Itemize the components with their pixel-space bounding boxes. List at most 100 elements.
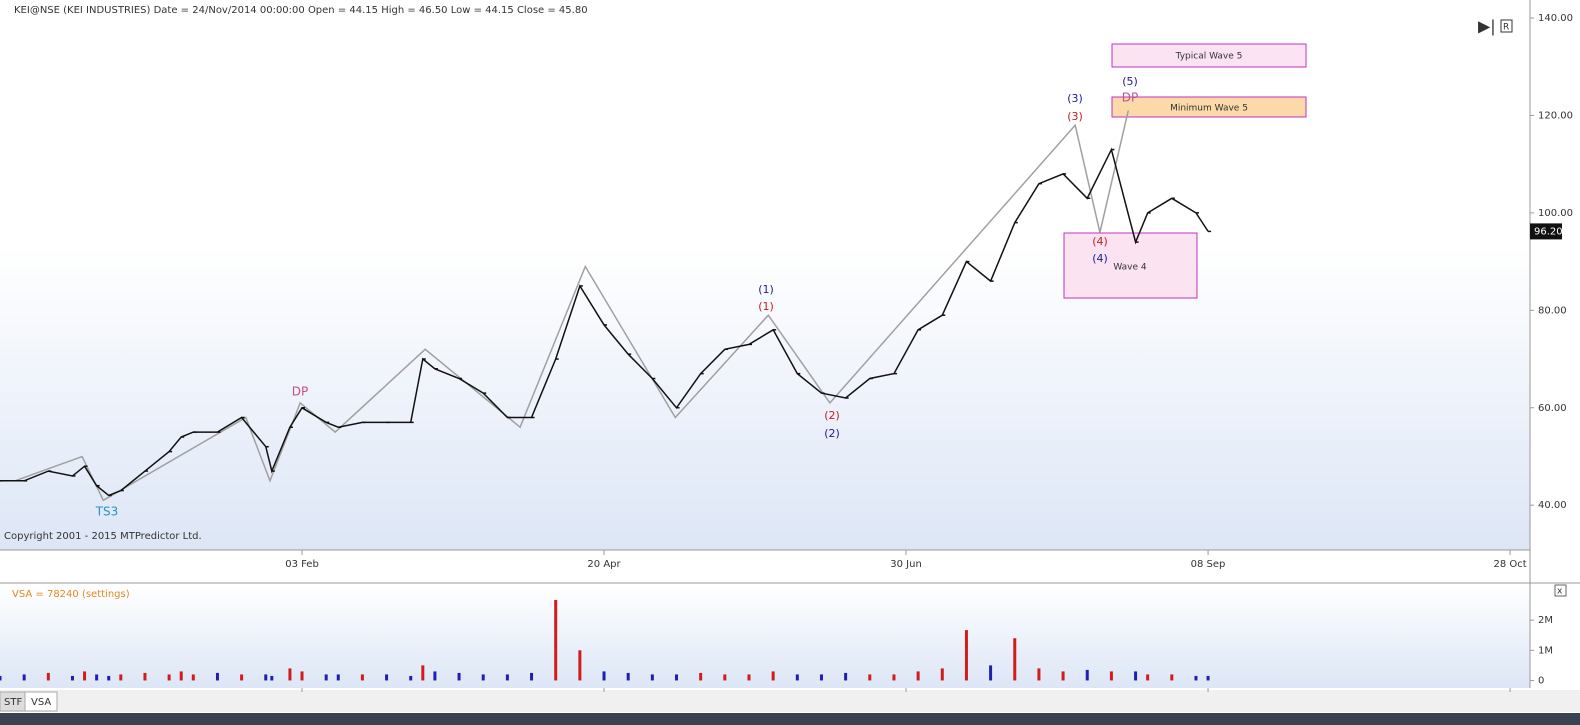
volume-bar (1170, 674, 1174, 681)
volume-bar (409, 675, 413, 681)
volume-bar (95, 674, 99, 681)
tab[interactable] (24, 691, 58, 712)
copyright: Copyright 2001 - 2015 MTPredictor Ltd. (4, 531, 202, 542)
x-tick-label: 20 Apr (587, 559, 621, 570)
tab-bar (0, 690, 1580, 712)
volume-bar (107, 675, 111, 681)
annotation: (2) (824, 409, 840, 422)
volume-bar (457, 672, 461, 681)
tab-label[interactable]: VSA (31, 697, 51, 708)
y-tick-label: 2M (1538, 615, 1553, 626)
volume-bar (578, 650, 582, 681)
wave-line (14, 110, 1130, 502)
volume-bar (336, 674, 340, 681)
volume-bar (1037, 668, 1041, 681)
tab-label[interactable]: STF (4, 697, 22, 708)
y-tick-label: 0 (1538, 675, 1544, 686)
volume-bar (324, 674, 328, 681)
play-icon[interactable]: ▶| (1478, 17, 1496, 36)
y-tick-label: 120.00 (1538, 110, 1573, 121)
volume-bar (989, 665, 993, 681)
x-tick-label: 28 Oct (1493, 559, 1526, 570)
volume-panel (0, 584, 1530, 688)
annotation: (3) (1067, 110, 1083, 123)
volume-bar (433, 671, 437, 681)
volume-bar (385, 674, 389, 681)
volume-bar (167, 674, 171, 681)
volume-bar (892, 674, 896, 681)
volume-bar (602, 671, 606, 681)
annotation: Wave 4 (1113, 263, 1147, 273)
chart-header: KEI@NSE (KEI INDUSTRIES) Date = 24/Nov/2… (14, 5, 588, 16)
annotation: Typical Wave 5 (1175, 52, 1243, 62)
volume-bar (1085, 669, 1089, 681)
volume-bar (819, 674, 823, 681)
volume-bar (191, 674, 195, 681)
r-button[interactable] (1500, 19, 1513, 33)
volume-bar (868, 674, 872, 681)
annotation: (3) (1067, 92, 1083, 105)
volume-bar (300, 671, 304, 681)
volume-bar (699, 672, 703, 681)
volume-bar (1013, 638, 1017, 681)
volume-bar (530, 672, 534, 681)
volume-bar (421, 665, 425, 681)
volume-bar (747, 674, 751, 681)
x-tick-label: 08 Sep (1191, 559, 1226, 570)
volume-bar (505, 674, 509, 681)
volume-bar (1206, 675, 1210, 681)
annotation: Minimum Wave 5 (1170, 104, 1248, 114)
volume-bar (360, 674, 364, 681)
volume-bar (119, 674, 123, 681)
target-box (1063, 232, 1198, 299)
volume-bar (1134, 671, 1138, 681)
volume-bar (554, 599, 558, 681)
y-tick-label: 140.00 (1538, 13, 1573, 24)
volume-bar (481, 674, 485, 681)
volume-bar (0, 675, 2, 681)
volume-bar (143, 672, 147, 681)
annotation: (4) (1092, 252, 1108, 265)
y-tick-label: 100.00 (1538, 208, 1573, 219)
volume-bar (1146, 674, 1150, 681)
volume-bar (264, 674, 268, 681)
volume-bar (270, 675, 274, 681)
annotation: DP (292, 385, 308, 399)
volume-bar (215, 672, 219, 681)
last-price-tag (1530, 223, 1562, 240)
volume-bar (1194, 675, 1198, 681)
volume-bar (70, 675, 74, 681)
x-tick-label: 30 Jun (890, 559, 922, 570)
volume-bar (940, 668, 944, 681)
volume-bar (83, 671, 87, 681)
y-tick-label: 60.00 (1538, 403, 1567, 414)
target-box (1111, 43, 1307, 68)
annotation: (1) (758, 300, 774, 313)
volume-bar (288, 668, 292, 681)
volume-bar (22, 674, 26, 681)
volume-bar (916, 671, 920, 681)
annotation: DP (1122, 91, 1138, 105)
volume-bar (964, 630, 968, 681)
annotation: TS3 (95, 505, 119, 519)
annotation: (2) (824, 427, 840, 440)
volume-bar (795, 674, 799, 681)
price-line (0, 147, 1209, 497)
volume-bar (771, 671, 775, 681)
annotation: (5) (1122, 75, 1138, 88)
y-tick-label: 1M (1538, 645, 1553, 656)
volume-bar (675, 674, 679, 681)
r-button-label[interactable]: R (1503, 23, 1509, 33)
volume-bar (650, 674, 654, 681)
volume-bar (240, 674, 244, 681)
volume-title[interactable]: VSA = 78240 (settings) (12, 589, 130, 600)
volume-bar (723, 674, 727, 681)
volume-bar (46, 672, 50, 681)
x-tick-label: 03 Feb (285, 559, 319, 570)
last-price-label: 96.20 (1534, 226, 1563, 237)
y-tick-label: 80.00 (1538, 305, 1567, 316)
close-button[interactable] (1554, 584, 1567, 597)
volume-bar (1061, 671, 1065, 681)
close-icon[interactable]: x (1557, 587, 1563, 597)
